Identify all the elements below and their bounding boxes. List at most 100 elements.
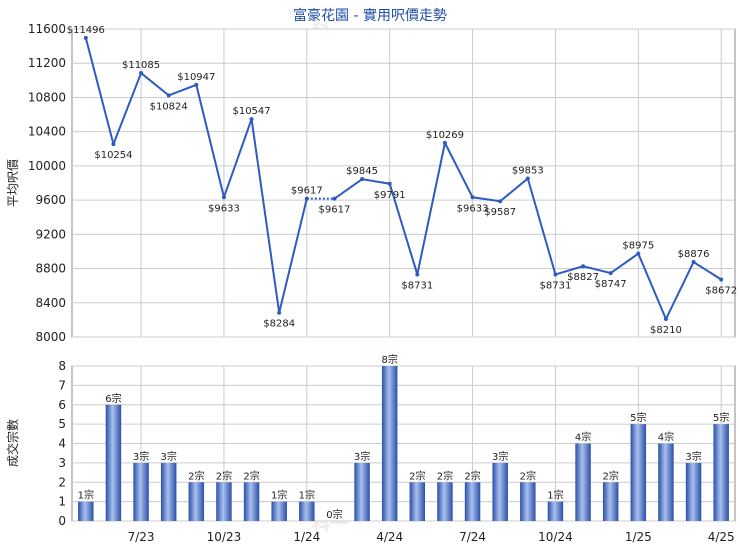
count-bar [547, 501, 564, 521]
price-data-label: $10947 [177, 72, 215, 83]
x-tick-label: 1/25 [625, 530, 652, 544]
price-line-segment [444, 142, 474, 198]
price-line-segment [555, 265, 584, 276]
count-bar-label: 1宗 [78, 489, 94, 502]
count-y-tick-label: 0 [58, 514, 66, 528]
count-bar [630, 424, 647, 521]
price-point [636, 251, 641, 256]
price-data-label: $10547 [232, 106, 270, 117]
price-data-label: $8672 [705, 286, 737, 297]
count-bar [658, 443, 674, 521]
count-y-tick-label: 2 [58, 475, 66, 489]
price-data-label: $8747 [595, 279, 627, 290]
price-line-segment [222, 118, 253, 198]
count-bar [243, 482, 260, 521]
count-bar-label: 3宗 [685, 450, 701, 463]
count-y-axis-title: 成交宗數 [5, 419, 20, 467]
price-point [83, 35, 88, 40]
count-bar-label: 3宗 [492, 450, 508, 463]
price-point [249, 117, 254, 122]
price-y-tick-label: 8000 [35, 330, 66, 344]
price-point [608, 271, 613, 276]
count-bar-label: 1宗 [547, 489, 563, 502]
count-bar-label: 0宗 [326, 508, 342, 521]
price-line-segment [582, 265, 611, 275]
count-bar [437, 482, 453, 521]
price-y-tick-label: 9200 [35, 227, 66, 241]
count-bar [160, 462, 177, 521]
price-point [332, 196, 337, 201]
price-point [553, 272, 558, 277]
count-bar [575, 443, 591, 521]
price-point [415, 272, 420, 277]
price-data-label: $11085 [122, 60, 160, 71]
price-y-tick-label: 10800 [28, 90, 66, 104]
price-line-segment [361, 178, 390, 185]
count-bar [133, 462, 149, 521]
count-bar-label: 5宗 [713, 411, 729, 424]
price-line-segment [472, 196, 501, 203]
count-bar [464, 482, 481, 521]
count-bar-label: 2宗 [520, 469, 536, 482]
price-data-label: $10254 [94, 150, 132, 161]
price-data-label: $8827 [567, 272, 599, 283]
count-bar-label: 2宗 [216, 469, 232, 482]
price-data-label: $8731 [401, 280, 433, 291]
price-line-segment [195, 84, 225, 198]
count-bar [354, 462, 370, 521]
x-tick-label: 7/23 [128, 530, 155, 544]
price-data-label: $9587 [484, 207, 516, 218]
price-y-tick-label: 10400 [28, 125, 66, 139]
price-y-tick-label: 11600 [28, 22, 66, 36]
price-y-tick-label: 8400 [35, 296, 66, 310]
count-bar [299, 501, 315, 521]
price-data-label: $8731 [540, 280, 572, 291]
price-data-label: $10824 [150, 101, 188, 112]
price-data-label: $8284 [263, 319, 295, 330]
price-line-segment [665, 261, 695, 320]
count-bar-label: 2宗 [243, 469, 259, 482]
transaction-bar-panel: 0 1 2 3 4 5 6 7 8 7/23 10/23 1/24 4/24 7/24 10/24 1/25 4… [5, 353, 736, 544]
price-point [277, 310, 282, 315]
count-bar-label: 2宗 [188, 469, 204, 482]
price-line-segment [333, 178, 363, 200]
price-point [221, 195, 226, 200]
price-data-label: $9617 [291, 186, 323, 197]
count-bar-label: 6宗 [105, 392, 121, 405]
count-bar-label: 1宗 [299, 489, 315, 502]
price-line-segment [112, 72, 142, 145]
price-line-segment [388, 183, 419, 275]
x-tick-label: 4/25 [708, 530, 735, 544]
x-tick-label: 7/24 [459, 530, 486, 544]
count-bar-label: 3宗 [354, 450, 370, 463]
price-line-segment [140, 72, 170, 97]
price-point [139, 71, 144, 76]
price-data-label: $9853 [512, 165, 544, 176]
price-data-label: $9633 [457, 203, 489, 214]
count-bar [520, 482, 536, 521]
count-bar-label: 3宗 [133, 450, 149, 463]
count-bar [105, 404, 122, 521]
count-y-tick-label: 7 [58, 378, 66, 392]
price-data-label: $9845 [346, 166, 378, 177]
count-y-tick-label: 1 [58, 495, 66, 509]
price-line-segment [250, 118, 281, 313]
price-line-segment [278, 198, 308, 313]
count-bar [188, 482, 205, 521]
price-point [663, 317, 668, 322]
price-line-segment [637, 253, 667, 320]
count-bar-label: 2宗 [603, 469, 619, 482]
price-point [166, 93, 171, 98]
count-bar [685, 462, 702, 521]
price-point [360, 177, 365, 182]
price-point [691, 260, 696, 265]
price-y-tick-label: 9600 [35, 193, 66, 207]
count-bar [492, 462, 508, 521]
price-line-segment [84, 37, 115, 145]
count-bar [78, 501, 94, 521]
count-bar-label: 4宗 [658, 431, 674, 444]
x-tick-label: 1/24 [293, 530, 320, 544]
price-data-label: $9633 [208, 203, 240, 214]
price-point [442, 140, 447, 145]
price-point [304, 196, 309, 201]
